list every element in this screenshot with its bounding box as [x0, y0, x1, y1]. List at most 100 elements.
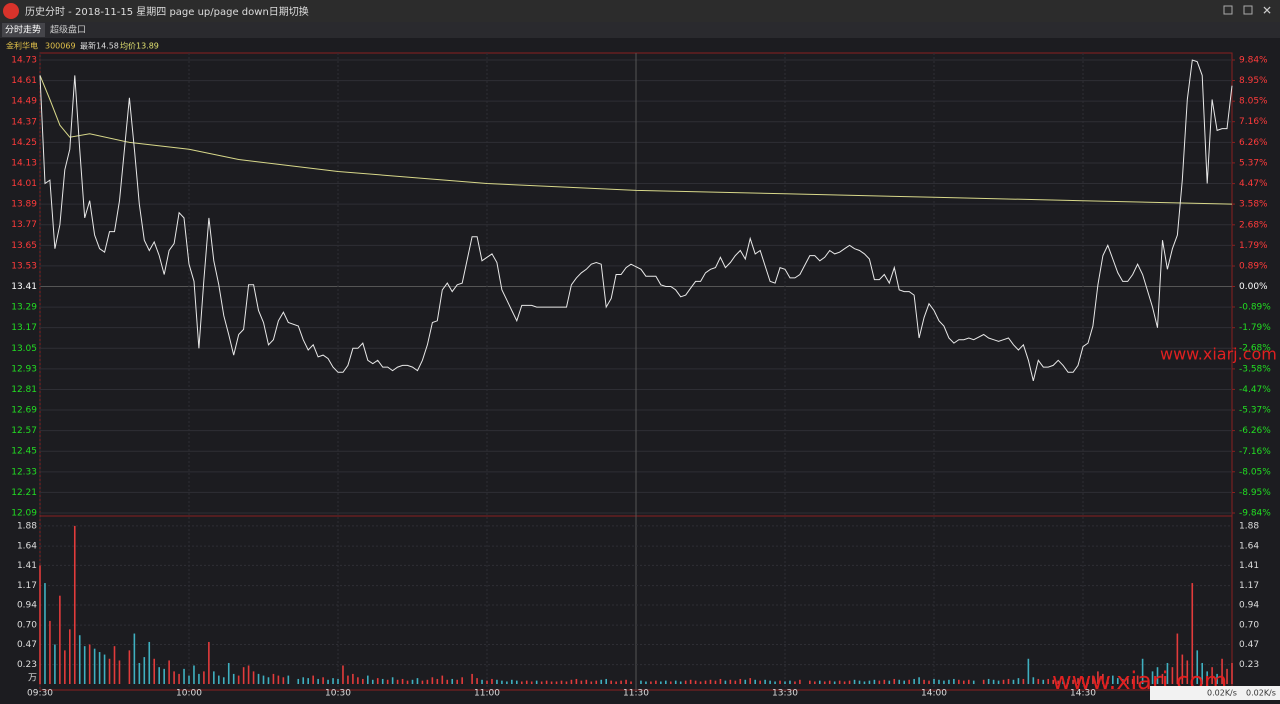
volume-bar — [148, 641, 151, 684]
volume-bar — [357, 677, 359, 684]
volume-bar — [764, 679, 766, 684]
volume-bar — [1072, 679, 1074, 684]
volume-bar — [749, 678, 752, 684]
x-tick-label: 14:00 — [921, 689, 947, 699]
volume-bar — [337, 678, 339, 684]
y-tick-label: 14.49 — [11, 97, 37, 107]
volume-tick-label: 0.23 — [17, 660, 37, 670]
y2-tick-label: 0.89% — [1239, 262, 1268, 272]
y2-tick-label: -0.89% — [1239, 302, 1271, 312]
avg-price: 均价13.89 — [120, 41, 159, 51]
volume-bar — [178, 673, 180, 684]
volume-bar — [550, 681, 553, 684]
y2-tick-label: -4.47% — [1239, 385, 1271, 395]
volume-bar — [1161, 673, 1164, 684]
volume-bar — [848, 680, 851, 684]
volume-bar — [814, 681, 816, 684]
minimize-button[interactable] — [1223, 5, 1233, 15]
volume-bar — [312, 675, 314, 684]
volume-bar — [694, 680, 697, 684]
volume-bar — [262, 675, 265, 684]
volume-bar — [605, 678, 607, 684]
y-tick-label: 13.29 — [11, 303, 37, 313]
volume-bar — [729, 679, 732, 684]
volume-bar — [1116, 678, 1119, 684]
volume-bar — [1191, 583, 1194, 684]
volume-bar — [739, 678, 742, 684]
volume-bar — [158, 667, 160, 684]
volume-bar — [963, 680, 965, 684]
volume-unit: 万 — [28, 674, 37, 684]
volume-tick-label: 0.70 — [17, 621, 37, 631]
volume-bar — [1012, 679, 1015, 684]
volume-bar — [540, 681, 543, 684]
volume-bar — [1077, 678, 1079, 684]
volume-bar — [987, 678, 990, 684]
x-tick-label: 11:30 — [623, 689, 649, 699]
volume-tick-label: 1.41 — [1239, 561, 1259, 571]
volume-bar — [565, 681, 568, 684]
volume-bar — [83, 646, 86, 684]
volume-bar — [501, 680, 503, 684]
volume-bar — [1226, 668, 1228, 684]
volume-bar — [1042, 679, 1045, 684]
volume-bar — [655, 680, 657, 684]
volume-bar — [441, 675, 444, 684]
volume-bar — [386, 679, 389, 684]
volume-bar — [967, 679, 970, 684]
volume-bar — [436, 678, 439, 684]
tray — [1150, 686, 1280, 700]
volume-bar — [39, 565, 41, 684]
volume-bar — [843, 681, 846, 684]
volume-bar — [933, 678, 935, 684]
volume-tick-label: 0.70 — [1239, 621, 1259, 631]
y2-tick-label: 4.47% — [1239, 179, 1268, 189]
volume-bar — [208, 641, 210, 684]
y-tick-label: 13.77 — [11, 220, 37, 230]
volume-bar — [272, 673, 275, 684]
volume-bar — [1082, 677, 1084, 684]
volume-bar — [1007, 678, 1010, 684]
volume-bar — [471, 673, 473, 684]
tab[interactable]: 超级盘口 — [50, 24, 86, 36]
y2-tick-label: -6.26% — [1239, 426, 1271, 436]
volume-bar — [615, 681, 617, 684]
y-tick-label: 12.93 — [11, 364, 37, 374]
volume-bar — [128, 650, 131, 684]
volume-bar — [699, 681, 702, 684]
close-button[interactable]: ✕ — [1262, 4, 1272, 18]
volume-bar — [1196, 650, 1199, 684]
price-line — [39, 75, 1233, 205]
plot: 14.73 14.61 14.49 14.37 14.25 14.13 14.01 13.89… — [11, 52, 1271, 699]
volume-bar — [1231, 662, 1233, 684]
volume-bar — [193, 665, 195, 684]
volume-bar — [44, 583, 46, 684]
volume-bar — [516, 680, 518, 684]
volume-bar — [163, 668, 165, 684]
y2-tick-label: -5.37% — [1239, 406, 1271, 416]
y-tick-label: 14.01 — [11, 179, 37, 189]
volume-bar — [799, 679, 801, 684]
tab[interactable]: 分时走势 — [5, 24, 41, 36]
volume-bar — [709, 679, 712, 684]
restore-button[interactable] — [1243, 5, 1253, 15]
y-tick-label: 13.05 — [11, 344, 37, 354]
volume-bar — [774, 681, 776, 684]
x-tick-label: 10:30 — [325, 689, 351, 699]
volume-bar — [1057, 680, 1059, 684]
volume-bar — [282, 677, 285, 684]
volume-bar — [560, 680, 563, 684]
volume-bar — [1107, 677, 1109, 684]
volume-bar — [818, 680, 821, 684]
volume-bar — [98, 652, 101, 684]
volume-bar — [376, 678, 379, 684]
volume-bar — [327, 679, 329, 684]
tab-active[interactable] — [2, 23, 45, 37]
y2-tick-label: -8.95% — [1239, 488, 1271, 498]
volume-bar — [252, 671, 255, 684]
volume-bar — [222, 677, 225, 684]
volume-bar — [858, 680, 861, 684]
volume-bar — [535, 680, 538, 684]
y2-tick-label: 5.37% — [1239, 158, 1268, 168]
